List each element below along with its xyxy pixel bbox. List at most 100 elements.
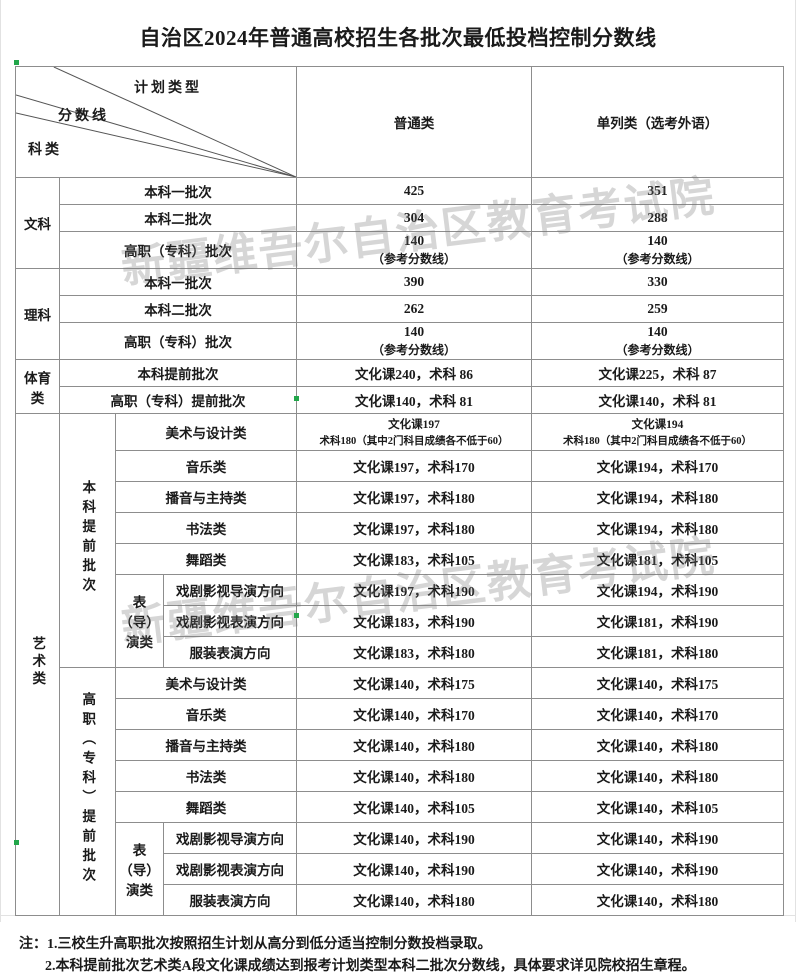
value-general: 文化课240，术科 86 <box>296 359 532 387</box>
vertical-label: 本科提前批次 <box>80 480 96 597</box>
value-single: 文化课181，术科180 <box>531 636 784 668</box>
value-general: 文化课140，术科175 <box>296 667 532 699</box>
value-general: 文化课140，术科190 <box>296 853 532 885</box>
value-single: 140 （参考分数线） <box>531 322 784 360</box>
value-single: 文化课225，术科 87 <box>531 359 784 387</box>
art-major-label: 戏剧影视导演方向 <box>163 574 297 606</box>
art-major-label: 播音与主持类 <box>115 481 297 513</box>
value-general: 304 <box>296 204 532 232</box>
art-major-label: 服装表演方向 <box>163 636 297 668</box>
art-major-label: 戏剧影视表演方向 <box>163 853 297 885</box>
art-major-label: 播音与主持类 <box>115 729 297 761</box>
table-row: 戏剧影视表演方向 文化课183，术科190 文化课181，术科190 <box>16 605 784 637</box>
table-header-row: 计划类型 分数线 科类 普通类 单列类（选考外语） <box>15 66 784 178</box>
batch-label: 高职（专科）提前批次 <box>59 386 297 414</box>
batch-label: 本科二批次 <box>59 295 297 323</box>
value-general: 文化课140，术科170 <box>296 698 532 730</box>
anchor-marker-icon <box>294 613 299 618</box>
batch-label: 本科一批次 <box>59 177 297 205</box>
note-line-2: 2.本科提前批次艺术类A段文化课成绩达到报考计划类型本科二批次分数线，具体要求详… <box>19 956 777 977</box>
value-single: 文化课140，术科180 <box>531 884 784 916</box>
art-major-label: 戏剧影视表演方向 <box>163 605 297 637</box>
table-row: 音乐类 文化课140，术科170 文化课140，术科170 <box>16 698 784 730</box>
table-row: 戏剧影视表演方向 文化课140，术科190 文化课140，术科190 <box>16 853 784 885</box>
value-single: 文化课140，术科190 <box>531 853 784 885</box>
value-single: 文化课140，术科180 <box>531 760 784 792</box>
notes-prefix: 注： <box>19 937 47 952</box>
group-label-0: 文科 <box>15 177 60 269</box>
diagonal-lines-icon <box>16 67 296 177</box>
header-score-line: 分数线 <box>58 109 109 124</box>
table-row: 艺术类 本科提前批次美术与设计类 文化课197 术科180（其中2门科目成绩各不低于6… <box>15 413 784 916</box>
value-single: 288 <box>531 204 784 232</box>
diagonal-header-cell: 计划类型分数线科类 <box>15 66 297 178</box>
art-batch-label-0: 本科提前批次 <box>59 413 116 668</box>
value-general: 文化课140，术科180 <box>296 884 532 916</box>
table-row: 高职（专科）提前批次 文化课140，术科 81 文化课140，术科 81 <box>16 386 784 414</box>
art-major-label: 音乐类 <box>115 698 297 730</box>
table-row: 理科 本科一批次 390 330 <box>15 268 784 360</box>
value-general: 文化课197，术科170 <box>296 450 532 482</box>
batch-label: 本科二批次 <box>59 204 297 232</box>
perform-group-label-0: 表（导）演类 <box>115 574 164 668</box>
value-single: 文化课181，术科105 <box>531 543 784 575</box>
value-general: 390 <box>296 268 532 296</box>
value-general: 文化课197 术科180（其中2门科目成绩各不低于60） <box>296 413 532 451</box>
art-group-label: 艺术类 <box>15 413 60 916</box>
value-general: 262 <box>296 295 532 323</box>
value-general: 文化课183，术科190 <box>296 605 532 637</box>
notes-block: 注：1.三校生升高职批次按照招生计划从高分到低分适当控制分数投档录取。 2.本科… <box>1 916 795 977</box>
value-general: 140 （参考分数线） <box>296 322 532 360</box>
table-row: 体育类 本科提前批次 文化课240，术科 86 文化课225，术科 87 <box>15 359 784 414</box>
art-major-label: 音乐类 <box>115 450 297 482</box>
value-single: 330 <box>531 268 784 296</box>
art-major-label: 舞蹈类 <box>115 791 297 823</box>
table-row: 高职（专科）提前批次 美术与设计类 文化课140，术科175 文化课140，术科175 <box>16 667 784 916</box>
note-line-1: 注：1.三校生升高职批次按照招生计划从高分到低分适当控制分数投档录取。 <box>19 934 777 956</box>
header-plan-type: 计划类型 <box>134 81 202 96</box>
table-row: 舞蹈类 文化课183，术科105 文化课181，术科105 <box>16 543 784 575</box>
table-row: 高职（专科）批次 140 （参考分数线） 140 （参考分数线） <box>16 322 784 360</box>
value-single: 文化课140，术科190 <box>531 822 784 854</box>
table-row: 本科二批次 304 288 <box>16 204 784 232</box>
art-major-label: 服装表演方向 <box>163 884 297 916</box>
table-row: 表（导）演类 戏剧影视导演方向 文化课140，术科190 文化课140，术科190 <box>16 822 784 916</box>
value-general: 文化课140，术科180 <box>296 729 532 761</box>
score-table: 计划类型 分数线 科类 普通类 单列类（选考外语） 文科 本科一批次 425 351 本科二批次 3… <box>15 66 784 916</box>
footer-divider <box>1 915 795 916</box>
value-general: 文化课140，术科180 <box>296 760 532 792</box>
vertical-label: 高职（专科）提前批次 <box>80 692 96 887</box>
value-single: 文化课194，术科180 <box>531 512 784 544</box>
score-table-body: 计划类型 分数线 科类 普通类 单列类（选考外语） 文科 本科一批次 425 351 本科二批次 3… <box>15 66 784 916</box>
value-single: 259 <box>531 295 784 323</box>
score-table-wrap: 计划类型 分数线 科类 普通类 单列类（选考外语） 文科 本科一批次 425 351 本科二批次 3… <box>1 66 795 916</box>
value-single: 140 （参考分数线） <box>531 231 784 269</box>
table-row: 服装表演方向 文化课140，术科180 文化课140，术科180 <box>16 884 784 916</box>
table-row: 播音与主持类 文化课197，术科180 文化课194，术科180 <box>16 481 784 513</box>
art-major-label: 美术与设计类 <box>115 667 297 699</box>
value-general: 文化课197，术科180 <box>296 481 532 513</box>
value-single: 文化课140，术科105 <box>531 791 784 823</box>
perform-group-label-1: 表（导）演类 <box>115 822 164 916</box>
value-general: 文化课197，术科180 <box>296 512 532 544</box>
value-general: 文化课183，术科180 <box>296 636 532 668</box>
value-single: 文化课140，术科 81 <box>531 386 784 414</box>
table-row: 书法类 文化课197，术科180 文化课194，术科180 <box>16 512 784 544</box>
table-row: 表（导）演类 戏剧影视导演方向 文化课197，术科190 文化课194，术科190 <box>16 574 784 668</box>
header-subject-category: 科类 <box>28 143 62 158</box>
value-general: 文化课183，术科105 <box>296 543 532 575</box>
note-1-text: 1.三校生升高职批次按照招生计划从高分到低分适当控制分数投档录取。 <box>47 937 492 952</box>
art-major-label: 戏剧影视导演方向 <box>163 822 297 854</box>
value-single: 文化课140，术科170 <box>531 698 784 730</box>
value-general: 文化课140，术科190 <box>296 822 532 854</box>
value-general: 文化课140，术科105 <box>296 791 532 823</box>
value-single: 文化课194，术科190 <box>531 574 784 606</box>
art-major-label: 舞蹈类 <box>115 543 297 575</box>
column-header-1: 单列类（选考外语） <box>531 66 784 178</box>
value-single: 文化课140，术科180 <box>531 729 784 761</box>
anchor-marker-icon <box>294 396 299 401</box>
value-single: 文化课181，术科190 <box>531 605 784 637</box>
value-single: 351 <box>531 177 784 205</box>
table-row: 文科 本科一批次 425 351 <box>15 177 784 269</box>
table-row: 音乐类 文化课197，术科170 文化课194，术科170 <box>16 450 784 482</box>
